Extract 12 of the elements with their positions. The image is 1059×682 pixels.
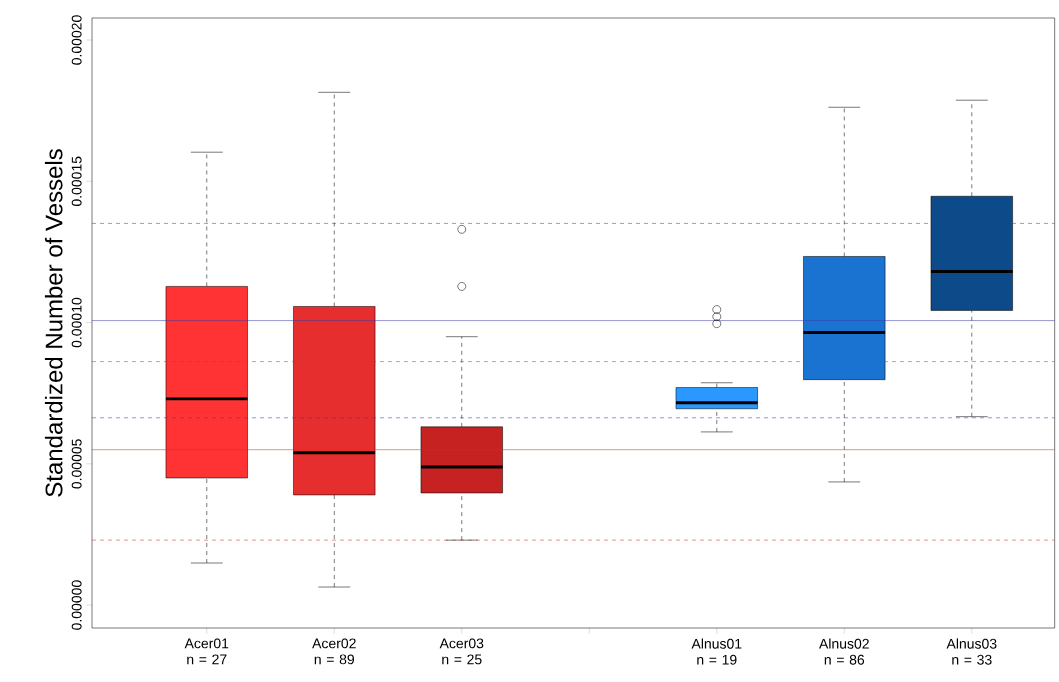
x-tick-label: Alnus01 n = 19	[691, 638, 742, 665]
y-tick-label: 0.00015	[71, 156, 82, 207]
x-tick-label: Acer03 n = 25	[439, 638, 484, 665]
y-tick-label: 0.00020	[71, 15, 82, 65]
x-tick-label: Acer01 n = 27	[184, 638, 229, 665]
x-tick-label: Alnus02 n = 86	[819, 638, 869, 665]
x-tick-label: Acer02 n = 89	[312, 638, 356, 665]
x-tick-label: Alnus03 n = 33	[946, 638, 997, 665]
y-tick-label: 0.00005	[71, 439, 82, 489]
y-axis-title: Standardized Number of Vessels	[44, 149, 63, 497]
y-tick-label: 0.00000	[71, 580, 82, 630]
y-tick-label: 0.00010	[71, 297, 82, 348]
